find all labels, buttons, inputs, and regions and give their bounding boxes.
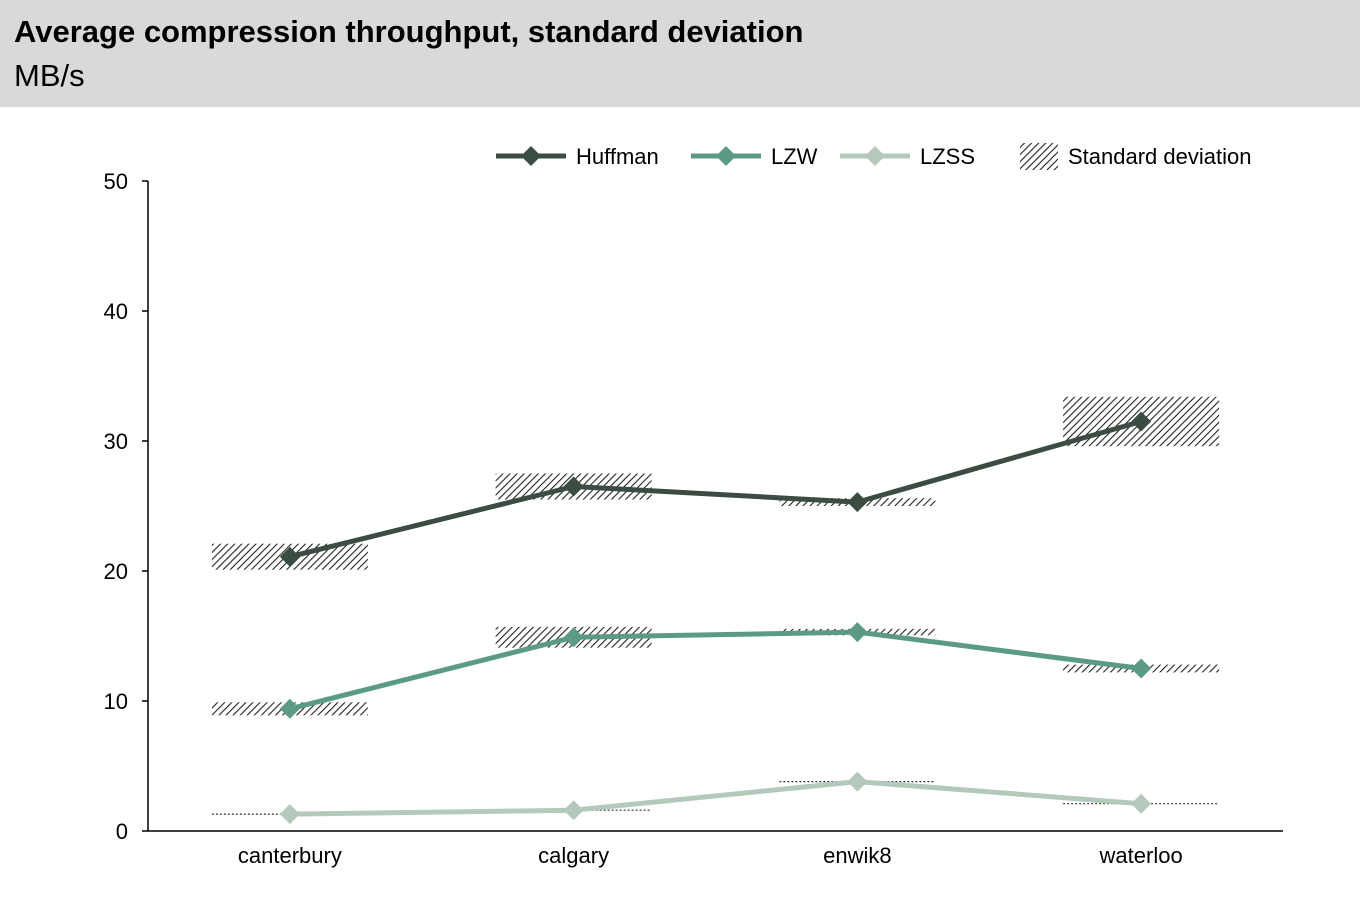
legend-marker-lzw [716,146,736,166]
data-point-lzss [279,804,300,825]
std-bands [211,396,1220,815]
series-line-lzss [289,779,1142,817]
data-point-huffman [563,476,584,497]
data-point-lzss [1131,793,1152,814]
chart-title: Average compression throughput, standard… [14,14,804,49]
data-point-lzw [1131,658,1152,679]
legend-marker-lzss [865,146,885,166]
series-line-lzw [289,629,1142,712]
chart-subtitle-units: MB/s [14,58,85,93]
x-tick-label: canterbury [238,843,342,868]
x-tick-label: calgary [538,843,609,868]
data-point-huffman [279,546,300,567]
data-point-lzss [847,771,868,792]
y-tick-label: 0 [116,819,128,844]
legend-label-lzss: LZSS [920,144,975,169]
chart-header: Average compression throughput, standard… [0,0,1360,107]
data-point-lzw [279,698,300,719]
legend-swatch-std [1020,143,1058,170]
legend-marker-huffman [521,146,541,166]
data-point-lzw [563,627,584,648]
legend-label-std: Standard deviation [1068,144,1251,169]
y-tick-label: 30 [104,429,128,454]
x-tick-label: enwik8 [823,843,891,868]
legend-label-huffman: Huffman [576,144,659,169]
data-point-huffman [847,492,868,513]
data-point-lzss [563,800,584,821]
legend-label-lzw: LZW [771,144,818,169]
legend: Huffman LZW LZSS Standard deviation [496,143,1251,170]
axes: 0 10 20 30 40 50 canterbury calgary enwik8 waterl… [104,169,1283,868]
y-tick-label: 10 [104,689,128,714]
series-line-huffman [289,419,1142,560]
series-lines [279,411,1152,825]
x-tick-label: waterloo [1099,843,1183,868]
y-tick-label: 40 [104,299,128,324]
y-tick-label: 50 [104,169,128,194]
y-tick-label: 20 [104,559,128,584]
data-point-lzw [847,622,868,643]
data-point-huffman [1131,411,1152,432]
